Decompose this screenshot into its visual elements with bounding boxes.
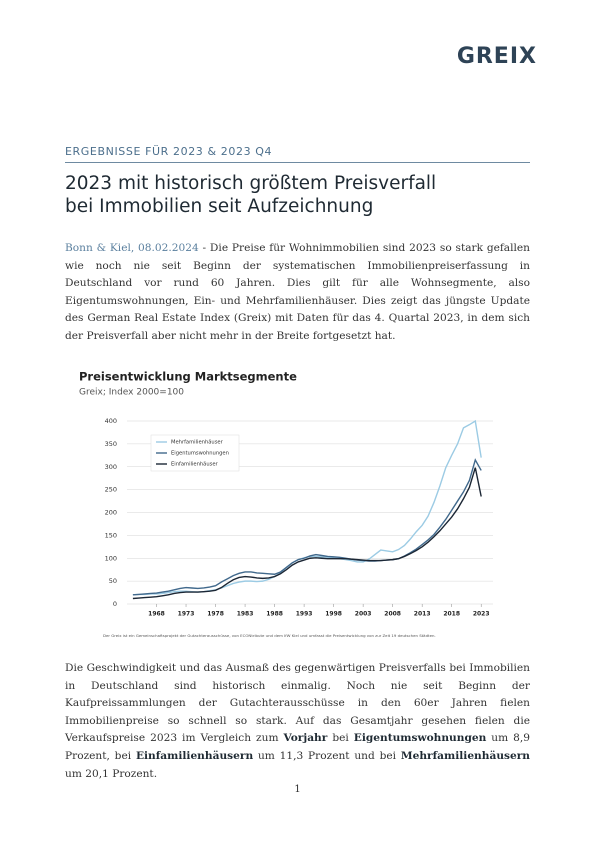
text-run: um 8,9 Prozent, bei (65, 732, 530, 762)
x-tick-label: 1983 (237, 611, 254, 618)
x-tick-label: 1973 (178, 611, 195, 618)
chart-subtitle: Greix; Index 2000=100 (79, 388, 184, 398)
x-tick-label: 1993 (296, 611, 313, 618)
y-tick-label: 350 (105, 440, 117, 448)
text-run: bei (327, 732, 354, 745)
legend-label: Einfamilienhäuser (171, 462, 219, 468)
title-line: 2023 mit historisch größtem Preisverfall (65, 173, 437, 194)
y-tick-label: 50 (109, 577, 117, 585)
title: 2023 mit historisch größtem Preisverfall… (65, 172, 535, 218)
x-tick-label: 1988 (266, 611, 283, 618)
intro-text: - Die Preise für Wohnimmobilien sind 202… (65, 242, 530, 342)
y-tick-label: 150 (105, 531, 117, 539)
series-line (132, 458, 482, 596)
body-text: Die Geschwindigkeit und das Ausmaß des g… (65, 660, 530, 783)
section-label: ERGEBNISSE FÜR 2023 & 2023 Q4 (65, 145, 273, 158)
text-run: Die Geschwindigkeit und das Ausmaß des g… (65, 662, 530, 745)
y-tick-label: 100 (105, 554, 117, 562)
x-tick-label: 1978 (207, 611, 224, 618)
y-tick-label: 400 (105, 417, 117, 425)
intro: Bonn & Kiel, 08.02.2024 - Die Preise für… (65, 240, 530, 346)
y-tick-label: 250 (105, 486, 117, 494)
bold-text: Einfamilienhäusern (135, 749, 254, 762)
chart: Preisentwicklung Marktsegmente Greix; In… (79, 370, 493, 638)
bold-text: Vorjahr (283, 732, 328, 745)
y-tick-label: 300 (105, 463, 117, 471)
x-tick-label: 2018 (443, 611, 460, 618)
divider (65, 162, 530, 163)
x-tick-label: 2023 (473, 611, 490, 618)
legend-label: Eigentumswohnungen (171, 451, 229, 457)
x-tick-label: 2013 (414, 611, 431, 618)
x-tick-label: 1998 (325, 611, 342, 618)
dateline: Bonn & Kiel, 08.02.2024 (65, 242, 199, 254)
title-line: bei Immobilien seit Aufzeichnung (65, 196, 374, 217)
chart-title: Preisentwicklung Marktsegmente (79, 370, 297, 384)
text-run: um 11,3 Prozent und bei (253, 749, 401, 762)
y-tick-label: 0 (113, 600, 117, 608)
bold-text: Eigentumswohnungen (353, 732, 487, 745)
bold-text: Mehrfamilienhäusern (400, 749, 531, 762)
chart-note: Der Greix ist ein Gemeinschaftsprojekt d… (103, 633, 436, 638)
logo-text: GREIX (456, 44, 537, 69)
text-run: um 20,1 Prozent. (65, 767, 158, 780)
series-line (132, 467, 482, 600)
legend-label: Mehrfamilienhäuser (171, 440, 224, 446)
x-tick-label: 2003 (355, 611, 372, 618)
x-tick-label: 2008 (384, 611, 401, 618)
page-number: 1 (294, 784, 301, 795)
logo: GREIX (457, 44, 537, 69)
y-tick-label: 200 (105, 509, 117, 517)
x-tick-label: 1968 (148, 611, 165, 618)
